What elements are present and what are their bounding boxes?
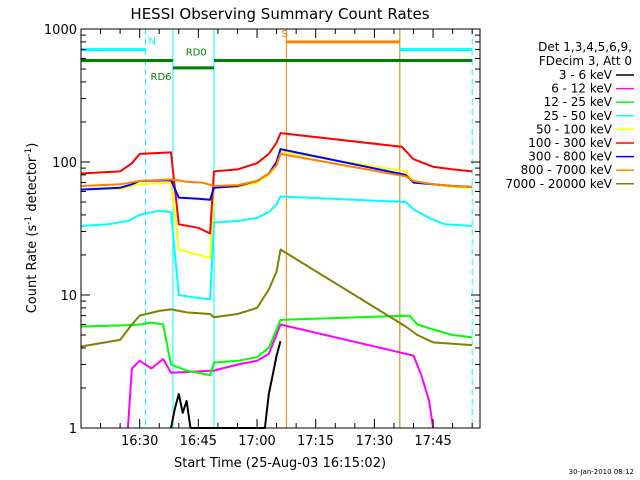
footer-date: 30-Jan-2010 08:12 [569, 468, 634, 476]
x-tick-label-5: 17:45 [414, 434, 451, 449]
y-tick-label-1: 10 [60, 289, 77, 304]
series-line-0 [170, 340, 282, 429]
flag-label-s: S [282, 29, 288, 40]
x-axis-ticks: 16:30 16:45 17:00 17:15 17:30 17:45 [80, 29, 473, 449]
y-tick-label-2: 100 [52, 156, 77, 171]
x-tick-label-4: 17:30 [356, 434, 393, 449]
legend-header-line-1: Det 1,3,4,5,6,9, [538, 40, 632, 54]
flag-label-rd6: RD6 [151, 72, 172, 83]
x-tick-label-2: 17:00 [238, 434, 275, 449]
series-line-6 [80, 148, 473, 201]
y-tick-label-3: 1000 [44, 23, 77, 38]
flag-label-n: N [149, 37, 156, 48]
legend-label-1: 6 - 12 keV [551, 82, 613, 96]
legend: Det 1,3,4,5,6,9, FDecim 3, Att 0 3 - 6 k… [505, 40, 634, 191]
x-axis-label: Start Time (25-Aug-03 16:15:02) [174, 456, 386, 471]
vertical-marker-lines [80, 29, 473, 428]
plot-frame [80, 28, 481, 429]
x-tick-label-3: 17:15 [297, 434, 334, 449]
flag-label-rd0: RD0 [186, 47, 207, 58]
series-line-1 [126, 323, 435, 429]
flag-bars: N S RD0 RD6 [81, 29, 473, 83]
y-axis-label: Count Rate (s-1 detector-1) [24, 143, 40, 314]
legend-label-2: 12 - 25 keV [544, 95, 613, 109]
series-lines [80, 132, 473, 429]
y-axis-ticks: 1 10 100 1000 [44, 23, 480, 437]
legend-label-7: 800 - 7000 keV [521, 163, 613, 177]
series-line-2 [80, 314, 473, 377]
legend-label-0: 3 - 6 keV [559, 68, 613, 82]
series-line-8 [80, 248, 473, 348]
legend-label-8: 7000 - 20000 keV [505, 177, 612, 191]
legend-label-3: 25 - 50 keV [544, 109, 613, 123]
legend-label-5: 100 - 300 keV [528, 136, 612, 150]
chart-title: HESSI Observing Summary Count Rates [130, 5, 429, 23]
legend-label-4: 50 - 100 keV [536, 122, 613, 136]
legend-header-line-2: FDecim 3, Att 0 [539, 54, 632, 68]
series-line-3 [80, 195, 473, 301]
x-tick-label-0: 16:30 [121, 434, 158, 449]
series-line-7 [80, 152, 473, 188]
legend-label-6: 300 - 800 keV [528, 150, 612, 164]
series-line-5 [80, 132, 473, 235]
x-tick-label-1: 16:45 [180, 434, 217, 449]
y-tick-label-0: 1 [69, 422, 77, 437]
